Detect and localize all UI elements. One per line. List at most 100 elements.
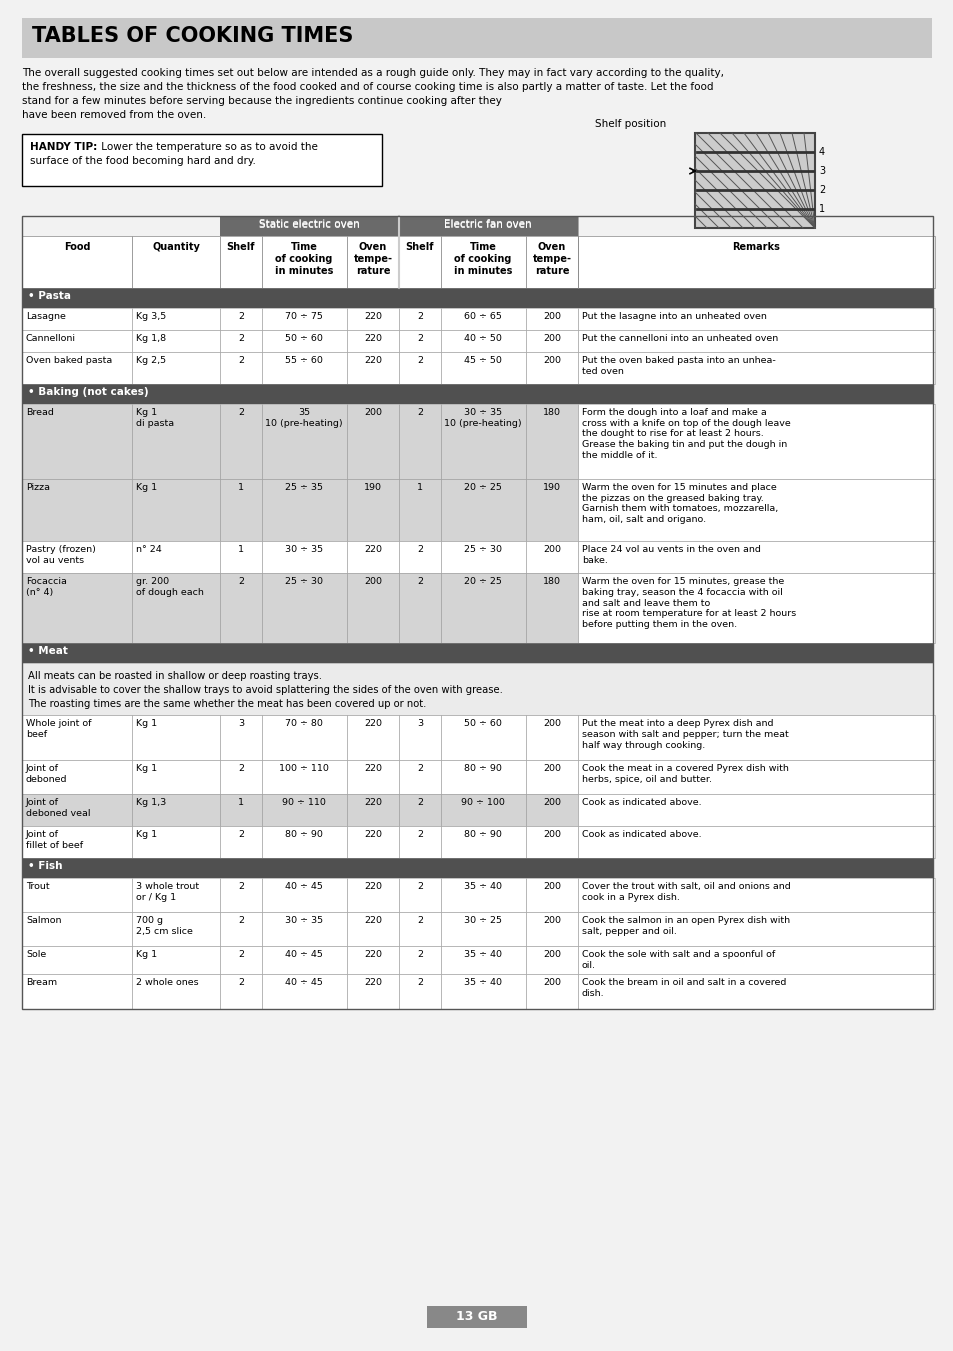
Bar [398,794,440,825]
Text: 2: 2 [416,765,422,773]
Text: • Fish: • Fish [28,861,63,871]
Bar [22,540,132,573]
Bar [347,404,398,480]
Text: Electric fan oven: Electric fan oven [444,220,531,230]
Text: 2: 2 [416,312,422,322]
Bar [220,715,262,761]
Bar [440,825,525,858]
Bar [132,573,220,643]
Text: n° 24: n° 24 [136,544,162,554]
Text: 80 ÷ 90: 80 ÷ 90 [463,765,501,773]
Bar [132,353,220,384]
Bar [347,308,398,330]
Text: 3 whole trout
or / Kg 1: 3 whole trout or / Kg 1 [136,882,199,901]
Bar [398,912,440,946]
Bar [525,404,578,480]
Bar [440,573,525,643]
Text: 40 ÷ 45: 40 ÷ 45 [285,950,323,959]
Bar [220,761,262,794]
Text: All meats can be roasted in shallow or deep roasting trays.: All meats can be roasted in shallow or d… [28,671,322,681]
Text: Static electric oven: Static electric oven [258,220,359,230]
Text: Static electric oven: Static electric oven [258,219,359,230]
Text: 2: 2 [237,312,244,322]
Text: 30 ÷ 35
10 (pre-heating): 30 ÷ 35 10 (pre-heating) [444,408,521,428]
Text: 1: 1 [416,484,422,492]
Bar [220,216,398,236]
Text: Sole: Sole [26,950,46,959]
Text: 4: 4 [818,147,824,157]
Text: Kg 1,8: Kg 1,8 [136,334,166,343]
Text: • Baking (not cakes): • Baking (not cakes) [28,386,149,397]
Bar [132,974,220,1009]
Text: Kg 1
di pasta: Kg 1 di pasta [136,408,174,428]
Bar [398,330,440,353]
Text: 3: 3 [416,719,422,728]
Text: Kg 1: Kg 1 [136,830,157,839]
Bar [525,573,578,643]
Text: 35 ÷ 40: 35 ÷ 40 [463,882,501,892]
Text: 30 ÷ 35: 30 ÷ 35 [285,916,323,925]
Bar [578,825,934,858]
Text: TABLES OF COOKING TIMES: TABLES OF COOKING TIMES [32,26,353,46]
Text: Warm the oven for 15 minutes, grease the
baking tray, season the 4 focaccia with: Warm the oven for 15 minutes, grease the… [581,577,796,630]
Bar [220,974,262,1009]
Text: 2: 2 [237,357,244,365]
Bar [220,216,398,236]
Bar [578,330,934,353]
Text: • Pasta: • Pasta [28,290,71,301]
Text: Joint of
deboned veal: Joint of deboned veal [26,798,91,817]
Bar [262,404,347,480]
Text: Salmon: Salmon [26,916,61,925]
Bar [398,216,578,236]
Bar [22,663,932,715]
Bar [22,912,132,946]
Text: 220: 220 [364,978,381,988]
Text: Kg 2,5: Kg 2,5 [136,357,166,365]
Text: 2: 2 [416,544,422,554]
Text: 3: 3 [237,719,244,728]
Text: Focaccia
(n° 4): Focaccia (n° 4) [26,577,67,597]
Text: 200: 200 [542,544,560,554]
Bar [132,825,220,858]
Bar [398,974,440,1009]
Text: Time
of cooking
in minutes: Time of cooking in minutes [454,242,512,276]
Bar [347,794,398,825]
Text: 90 ÷ 100: 90 ÷ 100 [460,798,504,807]
Text: 80 ÷ 90: 80 ÷ 90 [463,830,501,839]
Bar [220,794,262,825]
Text: Joint of
fillet of beef: Joint of fillet of beef [26,830,83,850]
Text: Oven
tempe-
rature: Oven tempe- rature [354,242,392,276]
Bar [262,761,347,794]
Text: Cook the bream in oil and salt in a covered
dish.: Cook the bream in oil and salt in a cove… [581,978,785,998]
Text: 100 ÷ 110: 100 ÷ 110 [279,765,329,773]
Text: 180: 180 [542,408,560,417]
Text: 190: 190 [542,484,560,492]
Bar [578,974,934,1009]
Text: 1: 1 [237,798,244,807]
Text: 90 ÷ 110: 90 ÷ 110 [282,798,326,807]
Bar [525,946,578,974]
Bar [398,216,578,236]
Bar [262,573,347,643]
Bar [220,540,262,573]
Text: Kg 1,3: Kg 1,3 [136,798,166,807]
Text: Shelf: Shelf [405,242,434,253]
Bar [578,878,934,912]
Text: Bread: Bread [26,408,53,417]
Text: 20 ÷ 25: 20 ÷ 25 [463,484,501,492]
Bar [262,946,347,974]
Bar [398,573,440,643]
Text: 2: 2 [237,978,244,988]
Text: 2: 2 [237,408,244,417]
Bar [132,878,220,912]
Text: 20 ÷ 25: 20 ÷ 25 [463,577,501,586]
Bar [347,573,398,643]
Bar [347,974,398,1009]
Bar [347,330,398,353]
Text: 2: 2 [237,577,244,586]
Text: 60 ÷ 65: 60 ÷ 65 [463,312,501,322]
Text: 220: 220 [364,950,381,959]
Text: Kg 1: Kg 1 [136,484,157,492]
Text: 200: 200 [542,798,560,807]
Text: 200: 200 [542,312,560,322]
